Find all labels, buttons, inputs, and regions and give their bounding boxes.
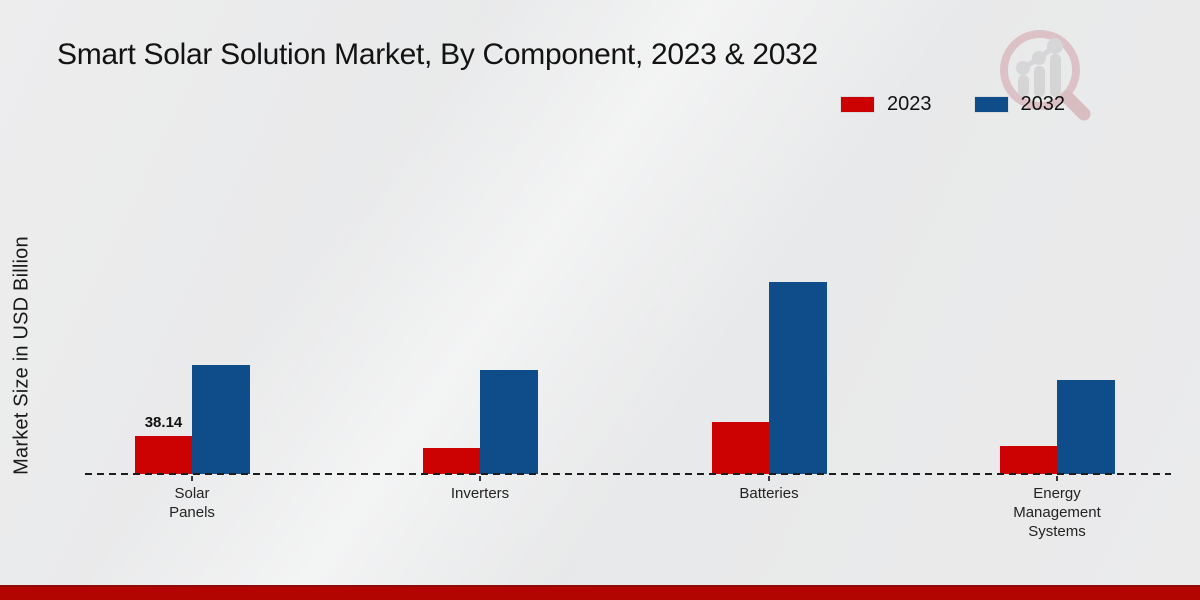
bar-2032-energy-management-systems: [1057, 380, 1115, 474]
bar-2023-energy-management-systems: [1000, 446, 1057, 474]
legend-item-2023: 2023: [840, 93, 932, 116]
category-label-energy-management-systems: Energy Management Systems: [1013, 485, 1101, 540]
x-axis-tick: [1056, 476, 1058, 481]
bar-2032-solar-panels: [192, 365, 250, 474]
bar-2032-inverters: [480, 370, 538, 474]
bar-2023-inverters: [423, 448, 480, 474]
x-axis-tick: [479, 476, 481, 481]
chart-title: Smart Solar Solution Market, By Componen…: [57, 38, 818, 71]
x-axis-tick: [191, 476, 193, 481]
legend-item-2032: 2032: [973, 93, 1066, 116]
legend-swatch-2032: [973, 96, 1009, 113]
bar-value-label: 38.14: [144, 414, 183, 431]
x-axis-dashed-line: [85, 473, 1171, 475]
bottom-red-band: [0, 585, 1200, 600]
category-label-batteries: Batteries: [739, 485, 799, 502]
magnifier-bar-chart-logo-icon: [1000, 30, 1091, 121]
legend-label-2023: 2023: [887, 93, 932, 115]
category-label-inverters: Inverters: [450, 485, 510, 502]
bar-2023-solar-panels: [135, 436, 192, 474]
category-label-solar-panels: Solar Panels: [169, 485, 215, 521]
legend: 2023 2032: [840, 93, 1065, 116]
bar-2023-batteries: [712, 422, 769, 474]
x-axis-tick: [768, 476, 770, 481]
legend-swatch-2023: [840, 96, 875, 113]
bar-2032-batteries: [769, 282, 827, 474]
legend-label-2032: 2032: [1020, 93, 1066, 115]
